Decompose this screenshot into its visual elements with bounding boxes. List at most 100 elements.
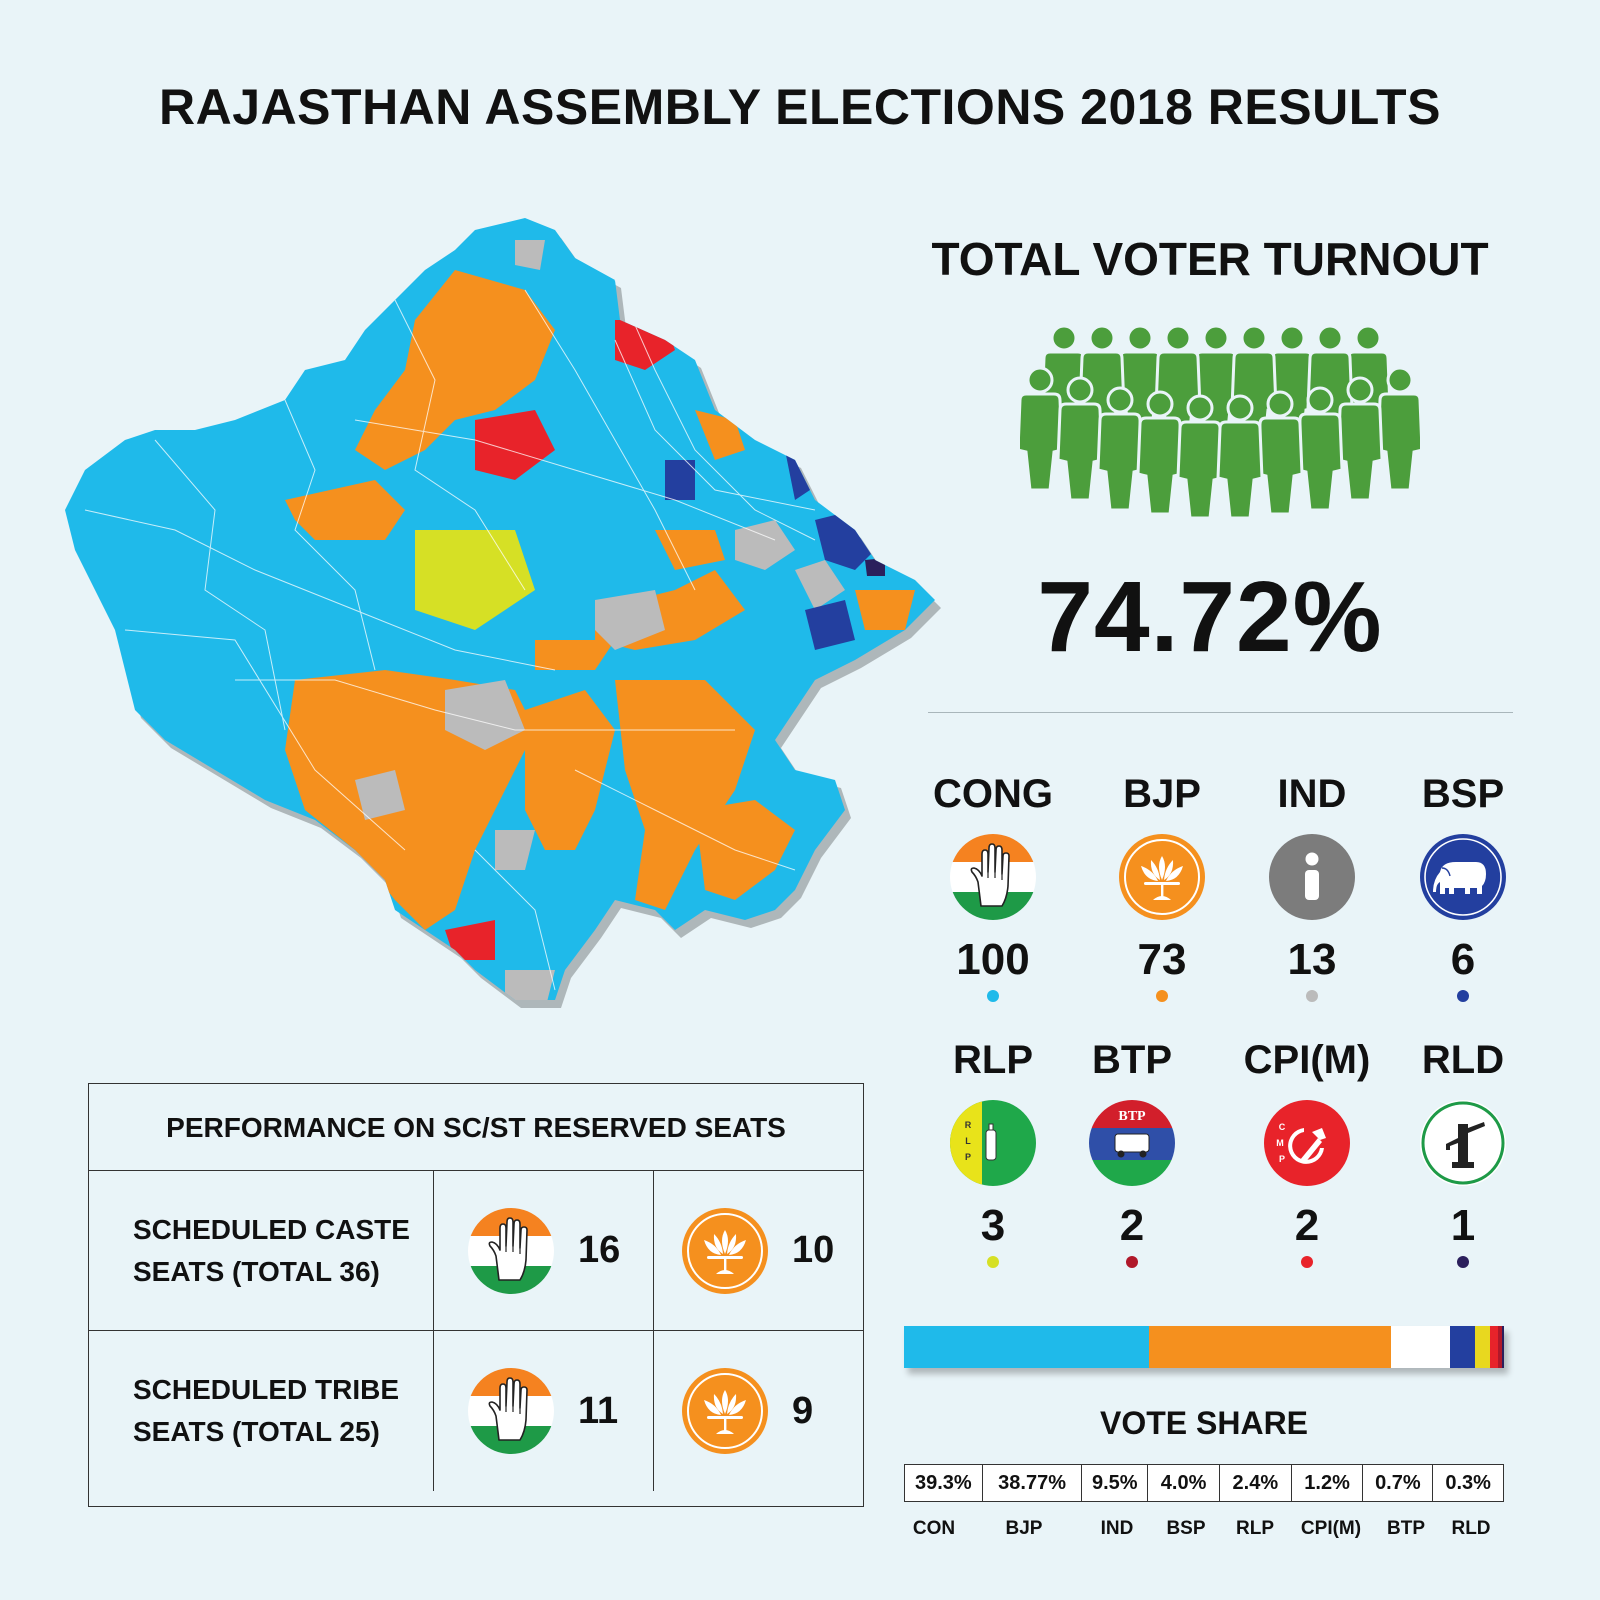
vote-share-label: BJP [1005,1518,1043,1539]
turnout-title: TOTAL VOTER TURNOUT [931,233,1489,285]
turnout-value: 74.72% [1037,561,1383,673]
divider [928,712,1513,713]
cong-seats: 16 [578,1229,621,1271]
vote-share-title: VOTE SHARE [1099,1405,1309,1441]
row-label-line: SEATS (TOTAL 25) [133,1416,380,1447]
elephant-icon [1418,832,1508,922]
party-rld: RLD 1 [1388,1040,1538,1268]
party-color-dot [1301,1256,1313,1268]
party-seats: 73 [1137,935,1187,984]
vote-share-value: 0.7% [1363,1465,1434,1501]
party-bsp: BSP 6 [1388,774,1538,1002]
vote-share-label: IND [1100,1518,1134,1539]
vote-share-label: CON [912,1518,956,1539]
handpump-icon [1418,1098,1508,1188]
lotus-icon [1117,832,1207,922]
table-row: SCHEDULED CASTE SEATS (TOTAL 36) 16 10 [89,1171,863,1331]
crowd-icon [1020,324,1420,520]
party-color-dot [1306,990,1318,1002]
party-color-dot [987,1256,999,1268]
cong-seats: 11 [578,1389,619,1432]
lotus-icon [680,1366,770,1456]
bjp-cell: 10 [654,1171,865,1330]
vote-share-segment-bsp [1450,1326,1476,1368]
hand-icon [466,1366,556,1456]
party-seats: 3 [980,1201,1006,1250]
vote-share-value: 39.3% [905,1465,983,1501]
party-seats: 6 [1450,935,1476,984]
party-color-dot [1457,1256,1469,1268]
party-code: RLP [953,1038,1033,1082]
vote-share-segment-bjp [1149,1326,1392,1368]
vote-share-bar [904,1326,1504,1368]
vote-share-segment-rld [1502,1326,1504,1368]
row-label-line: SCHEDULED CASTE [133,1213,410,1245]
party-seats: 1 [1450,1201,1476,1250]
bjp-seats: 10 [792,1229,835,1271]
party-code: CPI(M) [1243,1038,1371,1082]
info-icon [1267,832,1357,922]
hammer-sickle-icon: C M P [1262,1098,1352,1188]
party-code: BTP [1092,1038,1172,1082]
vote-share-labels: CON BJP IND BSP RLP CPI(M) BTP RLD [904,1518,1504,1540]
rajasthan-constituency-map [65,218,941,1008]
emblem-letter: R [965,1120,972,1130]
vote-share-segment-btp [1497,1326,1503,1368]
vote-share-value: 38.77% [983,1465,1083,1501]
party-color-dot [987,990,999,1002]
party-seats: 13 [1287,935,1337,984]
party-code: BSP [1421,772,1505,816]
vote-share-segment-con [904,1326,1150,1368]
emblem-letter: M [1276,1138,1284,1148]
cong-cell: 11 [434,1331,654,1491]
vote-share-label: CPI(M) [1300,1518,1362,1539]
hand-icon [466,1206,556,1296]
vote-share-segment-ind [1391,1326,1451,1368]
bjp-seats: 9 [792,1389,814,1432]
party-code: CONG [933,772,1053,816]
emblem-letter: P [1279,1154,1285,1164]
party-code: RLD [1421,1038,1505,1082]
vote-share-table: 39.3% 38.77% 9.5% 4.0% 2.4% 1.2% 0.7% 0.… [904,1464,1504,1502]
party-color-dot [1156,990,1168,1002]
cong-cell: 16 [434,1171,654,1330]
row-label-line: SCHEDULED TRIBE [133,1374,400,1405]
party-bjp: BJP 73 [1087,774,1237,1002]
vote-share-label: BSP [1166,1518,1206,1539]
bjp-cell: 9 [654,1331,865,1491]
page-title: RAJASTHAN ASSEMBLY ELECTIONS 2018 RESULT… [159,79,1441,135]
party-seats: 2 [1294,1201,1320,1250]
party-color-dot [1457,990,1469,1002]
lotus-icon [680,1206,770,1296]
party-code: BJP [1123,772,1201,816]
emblem-letter: C [1279,1122,1286,1132]
vote-share-value: 9.5% [1082,1465,1149,1501]
vote-share-label: RLP [1236,1518,1274,1539]
vote-share-value: 1.2% [1292,1465,1364,1501]
party-cpim: CPI(M) C M P 2 [1222,1040,1392,1268]
emblem-letter: P [965,1152,971,1162]
hand-icon [948,832,1038,922]
vote-share-value: 2.4% [1220,1465,1292,1501]
reserved-seats-table: PERFORMANCE ON SC/ST RESERVED SEATS SCHE… [88,1083,864,1507]
reserved-seats-title: PERFORMANCE ON SC/ST RESERVED SEATS [89,1084,863,1171]
party-color-dot [1126,1256,1138,1268]
table-row: SCHEDULED TRIBE SEATS (TOTAL 25) 11 9 [89,1331,863,1491]
party-code: IND [1277,772,1347,816]
btp-autorickshaw-icon: BTP [1087,1098,1177,1188]
vote-share-label: RLD [1451,1518,1491,1539]
vote-share-segment-cpi-m- [1490,1326,1498,1368]
row-label: SCHEDULED TRIBE SEATS (TOTAL 25) [89,1331,434,1491]
row-label: SCHEDULED CASTE SEATS (TOTAL 36) [89,1171,434,1330]
emblem-text: BTP [1118,1109,1146,1124]
party-seats: 100 [956,935,1030,984]
vote-share-label: BTP [1387,1518,1425,1539]
party-rlp: RLP R L P 3 [918,1040,1068,1268]
vote-share-segment-rlp [1475,1326,1491,1368]
vote-share-value: 0.3% [1445,1472,1491,1494]
vote-share-value: 4.0% [1148,1465,1220,1501]
row-label-line: SEATS (TOTAL 36) [133,1255,380,1287]
rlp-bottle-icon: R L P [948,1098,1038,1188]
party-seats: 2 [1119,1201,1145,1250]
party-cong: CONG 100 [918,774,1068,1002]
